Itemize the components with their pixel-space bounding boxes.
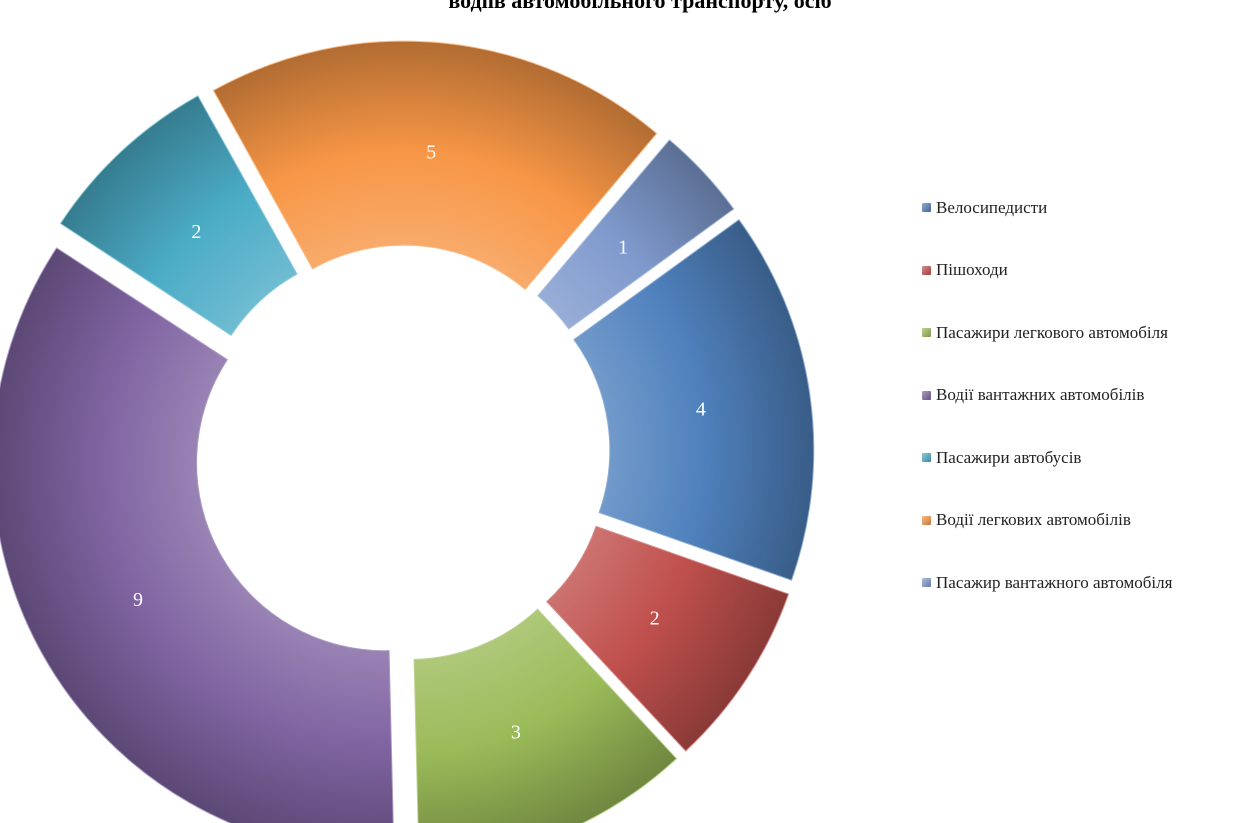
legend-item: Водії вантажних автомобілів [922,383,1172,408]
legend-swatch [922,515,931,525]
slice-labels: 4 2 3 9 2 5 1 [133,141,706,743]
slice-value-label: 4 [696,398,706,420]
legend-item: Пішоходи [922,258,1172,283]
legend-label: Пасажири автобусів [936,447,1082,467]
slice-value-label: 2 [191,221,201,243]
legend-label: Водії вантажних автомобілів [936,385,1145,404]
legend-item: Пасажир вантажного автомобіля [922,570,1172,595]
legend-label: Велосипедисти [936,197,1048,217]
donut-slices [0,40,815,823]
legend-swatch [922,578,931,587]
donut-slice [546,525,790,752]
legend-item: Пасажири легкового автомобіля [922,320,1172,345]
legend-swatch [922,453,931,462]
slice-value-label: 1 [618,236,628,258]
donut-chart: 4 2 3 9 2 5 1 [0,40,815,823]
legend-label: Водії легкових автомобілів [936,510,1131,529]
donut-slice [573,218,815,581]
legend-swatch [922,390,931,400]
legend: Велосипедисти Пішоходи Пасажири легкового … [922,195,1172,633]
slice-value-label: 9 [133,589,143,611]
legend-item: Пасажири автобусів [922,445,1172,470]
donut-slice [413,608,678,823]
slice-value-label: 5 [426,141,436,163]
donut-slice [537,139,735,330]
legend-label: Пасажири легкового автомобіля [936,322,1168,342]
donut-slice [212,40,658,291]
slice-value-label: 2 [650,607,660,629]
donut-slice [0,247,394,823]
legend-swatch [922,328,931,337]
legend-item: Водії легкових автомобілів [922,508,1172,533]
legend-label: Пасажир вантажного автомобіля [936,572,1173,592]
slice-value-label: 3 [511,722,521,744]
legend-item: Велосипедисти [922,195,1172,220]
legend-label: Пішоходи [936,260,1008,279]
donut-slice [59,95,298,337]
chart-title: водіїв автомобільного транспорту, осіб [448,0,832,13]
legend-swatch [922,203,931,212]
legend-swatch [922,265,931,275]
